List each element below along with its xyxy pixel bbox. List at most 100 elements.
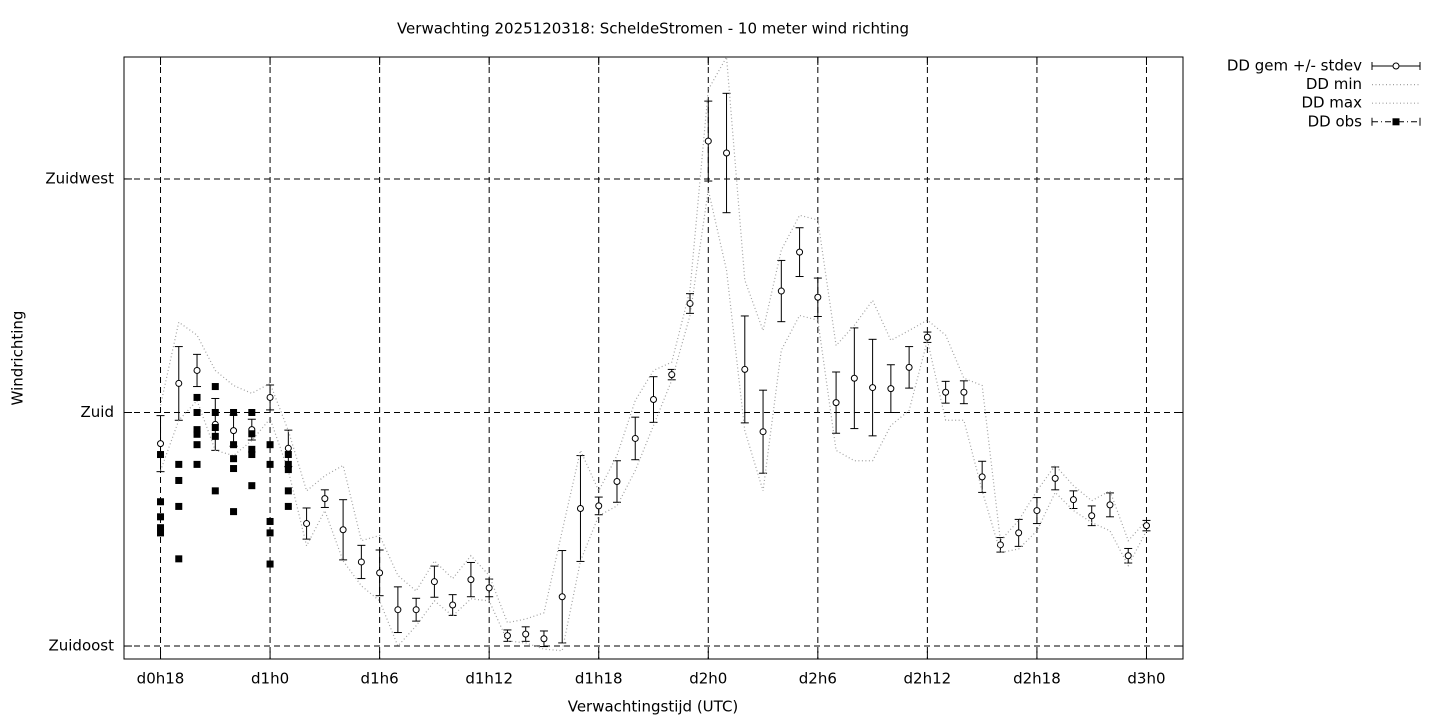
range-line: [159, 189, 1148, 652]
mean-point: [449, 601, 457, 609]
obs-point: [266, 560, 274, 568]
mean-point: [540, 635, 548, 643]
x-tick-label: d2h0: [689, 670, 727, 688]
mean-point: [266, 393, 274, 401]
mean-point: [230, 427, 238, 435]
obs-point: [284, 502, 292, 510]
obs-point: [193, 460, 201, 468]
x-tick-label: d1h12: [465, 670, 513, 688]
obs-point: [266, 441, 274, 449]
mean-point: [741, 365, 749, 373]
legend-label: DD obs: [1308, 112, 1363, 130]
obs-point: [211, 383, 219, 391]
mean-point: [1051, 474, 1059, 482]
plot-border: [123, 56, 1184, 660]
chart-title: Verwachting 2025120318: ScheldeStromen -…: [397, 20, 909, 38]
mean-point: [1124, 552, 1132, 560]
obs-point: [248, 451, 256, 459]
obs-point: [211, 424, 219, 432]
mean-point: [522, 630, 530, 638]
mean-point: [832, 399, 840, 407]
obs-point: [284, 487, 292, 495]
mean-point: [1033, 507, 1041, 515]
obs-point: [157, 451, 165, 459]
obs-point: [175, 555, 183, 563]
obs-point: [248, 408, 256, 416]
x-tick-label: d2h6: [799, 670, 837, 688]
x-tick-label: d0h18: [137, 670, 185, 688]
x-tick-label: d1h0: [251, 670, 289, 688]
obs-point: [230, 508, 238, 516]
mean-point: [357, 558, 365, 566]
mean-point: [412, 606, 420, 614]
mean-point: [850, 374, 858, 382]
mean-point: [613, 478, 621, 486]
obs-point: [284, 466, 292, 474]
y-tick-label: Zuid: [81, 403, 114, 421]
obs-point: [266, 460, 274, 468]
obs-point: [193, 430, 201, 438]
y-axis-label: Windrichting: [9, 311, 27, 406]
mean-point: [923, 333, 931, 341]
x-tick-label: d1h6: [361, 670, 399, 688]
x-tick-label: d2h12: [904, 670, 952, 688]
mean-point: [978, 473, 986, 481]
obs-point: [193, 441, 201, 449]
mean-point: [394, 606, 402, 614]
obs-point: [230, 465, 238, 473]
obs-point: [157, 513, 165, 521]
mean-point: [887, 385, 895, 393]
legend-label: DD gem +/- stdev: [1227, 57, 1362, 75]
mean-point: [1088, 512, 1096, 520]
mean-point: [869, 384, 877, 392]
mean-point: [339, 526, 347, 534]
obs-point: [193, 408, 201, 416]
obs-point: [211, 432, 219, 440]
mean-point: [1106, 501, 1114, 509]
obs-point: [230, 408, 238, 416]
mean-point: [175, 379, 183, 387]
x-tick-label: d1h18: [575, 670, 623, 688]
mean-point: [303, 520, 311, 528]
obs-point: [284, 460, 292, 468]
mean-point: [376, 569, 384, 577]
obs-point: [211, 487, 219, 495]
mean-point: [485, 584, 493, 592]
obs-point: [248, 482, 256, 490]
mean-point: [284, 444, 292, 452]
legend-sample: [1392, 62, 1400, 70]
mean-point: [777, 287, 785, 295]
y-tick-label: Zuidoost: [48, 637, 114, 655]
mean-point: [467, 576, 475, 584]
mean-point: [723, 149, 731, 157]
range-line: [159, 54, 1147, 624]
mean-point: [759, 428, 767, 436]
obs-point: [157, 524, 165, 532]
mean-point: [576, 505, 584, 512]
obs-point: [193, 393, 201, 401]
obs-point: [157, 529, 165, 537]
mean-point: [814, 293, 822, 301]
mean-point: [704, 137, 712, 145]
y-tick-label: Zuidwest: [45, 169, 114, 187]
obs-point: [266, 517, 274, 525]
x-axis-label: Verwachtingstijd (UTC): [568, 698, 739, 716]
legend-sample: [1392, 118, 1400, 126]
obs-point: [248, 445, 256, 453]
mean-point: [1142, 522, 1150, 530]
mean-point: [905, 363, 913, 371]
obs-point: [211, 408, 219, 416]
obs-point: [157, 498, 165, 506]
obs-point: [175, 502, 183, 510]
legend-label: DD max: [1301, 94, 1362, 112]
obs-point: [175, 460, 183, 468]
obs-point: [284, 451, 292, 459]
mean-point: [157, 440, 165, 448]
mean-point: [558, 593, 566, 601]
mean-point: [942, 388, 950, 396]
obs-point: [248, 430, 256, 438]
x-tick-label: d2h18: [1013, 670, 1061, 688]
mean-point: [430, 578, 438, 586]
